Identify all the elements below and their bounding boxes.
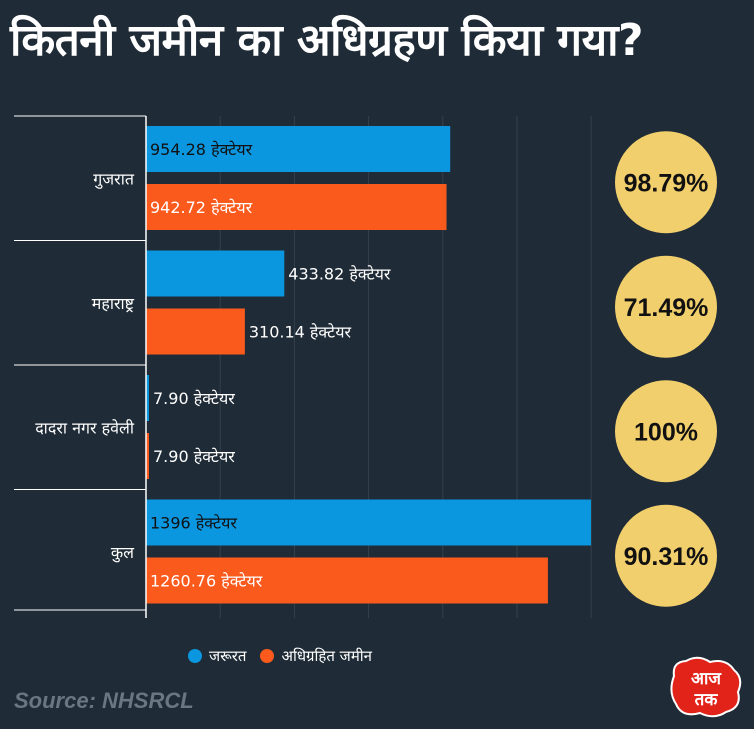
legend-dot-acquired xyxy=(260,649,275,663)
aaj-tak-logo: आज तक xyxy=(670,656,742,718)
legend-item-required: जरूरत xyxy=(188,646,246,666)
category-label: कुल xyxy=(111,543,135,563)
category-group: महाराष्ट्र 433.82 हेक्टेयर 310.14 हेक्टेयर… xyxy=(14,240,717,358)
category-group: कुल 1396 हेक्टेयर 1260.76 हेक्टेयर 90.31% xyxy=(14,489,717,607)
percentage-label: 100% xyxy=(634,418,698,446)
logo-text-bottom: तक xyxy=(694,690,719,710)
logo-text-top: आज xyxy=(691,669,722,689)
legend-item-acquired: अधिग्रहित जमीन xyxy=(260,646,372,666)
bar-acquired xyxy=(146,184,447,230)
percentage-badge xyxy=(615,131,717,234)
category-label: दादरा नगर हवेली xyxy=(35,418,135,437)
bar-required xyxy=(146,126,451,172)
data-label: 7.90 हेक्टेयर xyxy=(153,447,235,466)
bar-chart: गुजरात 954.28 हेक्टेयर 942.72 हेक्टेयर 98.7… xyxy=(14,115,717,618)
data-label: 7.90 हेक्टेयर xyxy=(153,389,235,408)
bar-acquired xyxy=(146,557,548,604)
percentage-badge xyxy=(615,255,717,358)
percentage-label: 90.31% xyxy=(624,543,709,571)
percentage-badge xyxy=(615,504,717,607)
percentage-badge xyxy=(615,380,717,483)
category-label: महाराष्ट्र xyxy=(92,294,135,313)
percentage-label: 98.79% xyxy=(624,169,709,197)
page-title: कितनी जमीन का अधिग्रहण किया गया? xyxy=(10,15,644,66)
percentage-label: 71.49% xyxy=(624,294,709,322)
bar-acquired xyxy=(146,433,149,479)
legend-label-acquired: अधिग्रहित जमीन xyxy=(281,647,372,665)
data-label: 310.14 हेक्टेयर xyxy=(249,323,352,342)
bar-required xyxy=(146,375,149,421)
data-label: 954.28 हेक्टेयर xyxy=(150,140,253,159)
bar-required xyxy=(146,499,591,546)
legend-label-required: जरूरत xyxy=(209,647,247,665)
data-label: 1260.76 हेक्टेयर xyxy=(150,572,263,591)
category-group: गुजरात 954.28 हेक्टेयर 942.72 हेक्टेयर 98.7… xyxy=(14,115,717,234)
bar-required xyxy=(146,250,285,297)
data-label: 942.72 हेक्टेयर xyxy=(150,198,253,217)
legend-dot-required xyxy=(188,649,202,663)
data-label: 1396 हेक्टेयर xyxy=(150,514,237,533)
category-label: गुजरात xyxy=(93,169,135,189)
category-group: दादरा नगर हवेली 7.90 हेक्टेयर 7.90 हेक्टेय… xyxy=(14,364,717,483)
bar-acquired xyxy=(146,308,245,355)
chart-legend: जरूरत अधिग्रहित जमीन xyxy=(188,646,386,666)
source-credit: Source: NHSRCL xyxy=(14,688,194,713)
data-label: 433.82 हेक्टेयर xyxy=(288,265,391,284)
